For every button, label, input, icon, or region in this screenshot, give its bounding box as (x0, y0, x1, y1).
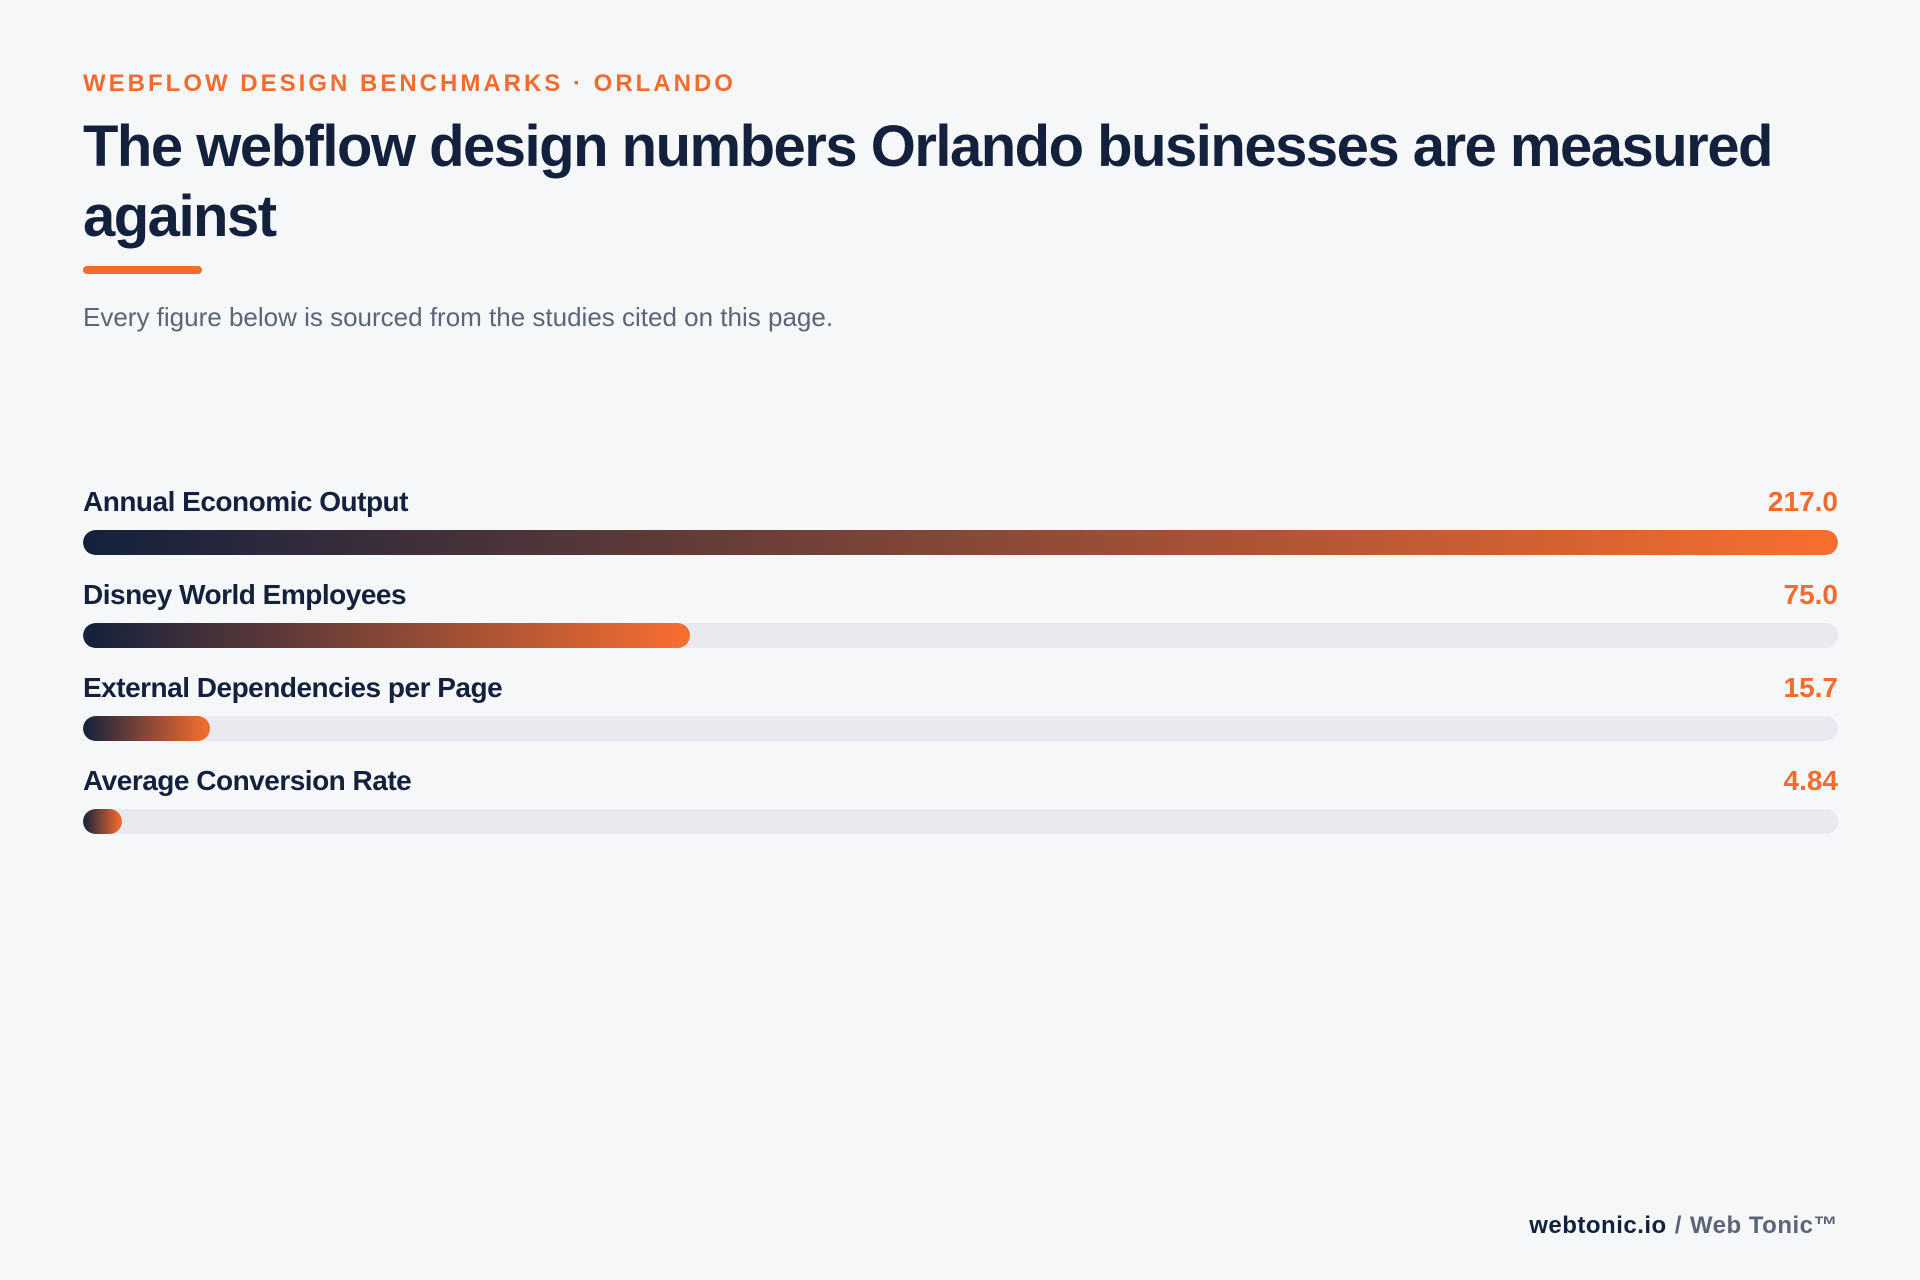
bar-row: Annual Economic Output 217.0 (83, 484, 1838, 577)
bar-track (83, 809, 1838, 834)
bar-value-label: 217.0 (1767, 486, 1838, 517)
footer-site-link[interactable]: webtonic.io (1529, 1212, 1667, 1239)
bar-track (83, 530, 1838, 555)
bar-fill (83, 623, 690, 648)
page-subtitle: Every figure below is sourced from the s… (83, 302, 834, 332)
page-title: The webflow design numbers Orlando busin… (83, 114, 1773, 249)
bar-row: Disney World Employees 75.0 (83, 577, 1838, 670)
footer-brand: Web Tonic™ (1689, 1212, 1838, 1239)
bar-row: External Dependencies per Page 15.7 (83, 670, 1838, 763)
bar-track (83, 716, 1838, 741)
bar-label: External Dependencies per Page (83, 672, 503, 703)
bar-label: Average Conversion Rate (83, 765, 412, 796)
bar-value-label: 15.7 (1783, 672, 1839, 703)
bar-row: Average Conversion Rate 4.84 (83, 763, 1838, 856)
footer-separator: / (1674, 1212, 1682, 1239)
bar-track (83, 623, 1838, 648)
bar-value-label: 4.84 (1783, 765, 1839, 796)
footer: webtonic.io / Web Tonic™ (1529, 1212, 1838, 1240)
bar-chart: Annual Economic Output 217.0 Disney World … (83, 484, 1838, 856)
bar-label: Disney World Employees (83, 579, 407, 610)
eyebrow-label: WEBFLOW DESIGN BENCHMARKS · ORLANDO (83, 70, 736, 97)
bar-value-label: 75.0 (1783, 579, 1839, 610)
bar-fill (83, 530, 1838, 555)
bar-fill (83, 716, 210, 741)
bar-label: Annual Economic Output (83, 486, 409, 517)
accent-rule (83, 266, 202, 274)
bar-fill (83, 809, 123, 834)
